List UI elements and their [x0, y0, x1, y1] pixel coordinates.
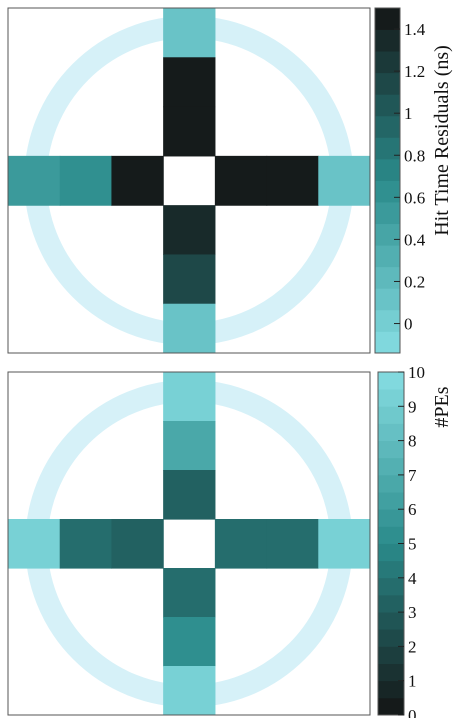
colorbar-segment: [375, 202, 400, 225]
colorbar-title: Hit Time Residuals (ns): [431, 45, 453, 236]
colorbar-tick-label: 0: [408, 706, 417, 718]
heatmap-cell: [8, 519, 61, 569]
colorbar-segment: [378, 372, 404, 390]
colorbar-tick-label: 10: [408, 363, 425, 382]
heatmap-cell: [163, 421, 216, 471]
colorbar-segment: [375, 29, 400, 52]
colorbar-segment: [378, 594, 404, 613]
colorbar-segment: [378, 492, 404, 510]
colorbar-segment: [378, 509, 404, 527]
colorbar-tick-label: 1.2: [404, 62, 425, 81]
colorbar-segment: [378, 629, 404, 647]
colorbar-segment: [375, 245, 400, 268]
colorbar-segment: [375, 309, 400, 332]
colorbar-segment: [375, 72, 400, 95]
colorbar-tick-label: 0: [404, 315, 413, 334]
heatmap-cell: [163, 106, 216, 157]
plot-frame: [7, 371, 371, 716]
colorbar-segment: [375, 223, 400, 246]
colorbar-segment: [375, 94, 400, 117]
colorbar-tick-label: 0.6: [404, 188, 425, 207]
colorbar-tick-label: 7: [408, 466, 417, 485]
colorbar-segment: [378, 577, 404, 596]
colorbar-segment: [378, 612, 404, 630]
heatmap-cell: [163, 568, 216, 618]
heatmap-cell: [318, 155, 370, 206]
heatmap-cell: [163, 57, 216, 108]
colorbar-tick-label: 1.4: [404, 20, 426, 39]
heatmap-plot-area: [8, 8, 370, 353]
colorbar-segment: [378, 526, 404, 544]
colorbar-segment: [378, 440, 404, 459]
colorbar-title: #PEs: [431, 386, 453, 427]
heatmap-cell: [163, 8, 216, 58]
plot-frame: [7, 7, 371, 354]
colorbar-segment: [378, 560, 404, 579]
colorbar-segment: [378, 389, 404, 407]
colorbar-segment: [378, 697, 404, 716]
heatmap-cell: [111, 519, 164, 569]
heatmap-cell: [163, 666, 216, 715]
heatmap-cell: [111, 155, 164, 206]
colorbar-segment: [375, 8, 400, 30]
colorbar: 0 0.2 0.4 0.6 0.8 1 1.2 1.4: [374, 7, 426, 354]
heatmap-cell: [163, 617, 216, 667]
heatmap-cell: [266, 155, 319, 206]
heatmap-cell: [163, 470, 216, 520]
heatmap-cell: [214, 155, 268, 206]
heatmap-cell: [163, 372, 216, 422]
colorbar-segment: [378, 680, 404, 699]
colorbar-segment: [375, 180, 400, 203]
heatmap-cell: [59, 519, 113, 569]
colorbar-tick-label: 9: [408, 397, 417, 416]
colorbar-tick-label: 4: [408, 569, 417, 588]
heatmap-cell: [318, 519, 370, 569]
colorbar-segment: [378, 406, 404, 424]
colorbar-tick-label: 0.4: [404, 230, 426, 249]
bottom-heatmap-panel: 0 1 2 3 4 5 6 7 8 9 10 #PEs: [7, 363, 453, 718]
colorbar-segment: [375, 266, 400, 289]
colorbar-segment: [378, 663, 404, 682]
colorbar-segment: [378, 646, 404, 664]
colorbar-tick-label: 1: [404, 104, 413, 123]
colorbar-segment: [378, 457, 404, 476]
colorbar-segment: [375, 158, 400, 181]
colorbar-segment: [378, 474, 404, 493]
colorbar-tick-label: 2: [408, 637, 417, 656]
colorbar-segment: [375, 288, 400, 311]
colorbar-frame: [374, 7, 401, 354]
top-heatmap-panel: 0 0.2 0.4 0.6 0.8 1 1.2 1.4 Hit Time Residuals (…: [7, 7, 453, 354]
colorbar-tick-label: 6: [408, 500, 417, 519]
colorbar-segment: [375, 115, 400, 138]
colorbar-segment: [378, 543, 404, 562]
colorbar-tick-label: 1: [408, 672, 417, 691]
heatmap-plot-area: [8, 372, 370, 715]
colorbar: 0 1 2 3 4 5 6 7 8 9 10: [377, 363, 425, 718]
heatmap-cell: [163, 303, 216, 353]
colorbar-tick-label: 8: [408, 432, 417, 451]
colorbar-tick-label: 3: [408, 603, 417, 622]
colorbar-segment: [375, 331, 400, 354]
heatmap-cell: [59, 155, 113, 206]
colorbar-segment: [375, 137, 400, 160]
heatmap-cell: [266, 519, 319, 569]
heatmap-cell: [163, 254, 216, 305]
colorbar-segment: [375, 51, 400, 74]
heatmap-cell: [163, 205, 216, 256]
colorbar-segment: [378, 423, 404, 441]
colorbar-tick-label: 0.8: [404, 146, 425, 165]
heatmap-cell: [214, 519, 268, 569]
heatmap-cell: [8, 155, 61, 206]
colorbar-tick-label: 0.2: [404, 272, 425, 291]
colorbar-tick-label: 5: [408, 535, 417, 554]
